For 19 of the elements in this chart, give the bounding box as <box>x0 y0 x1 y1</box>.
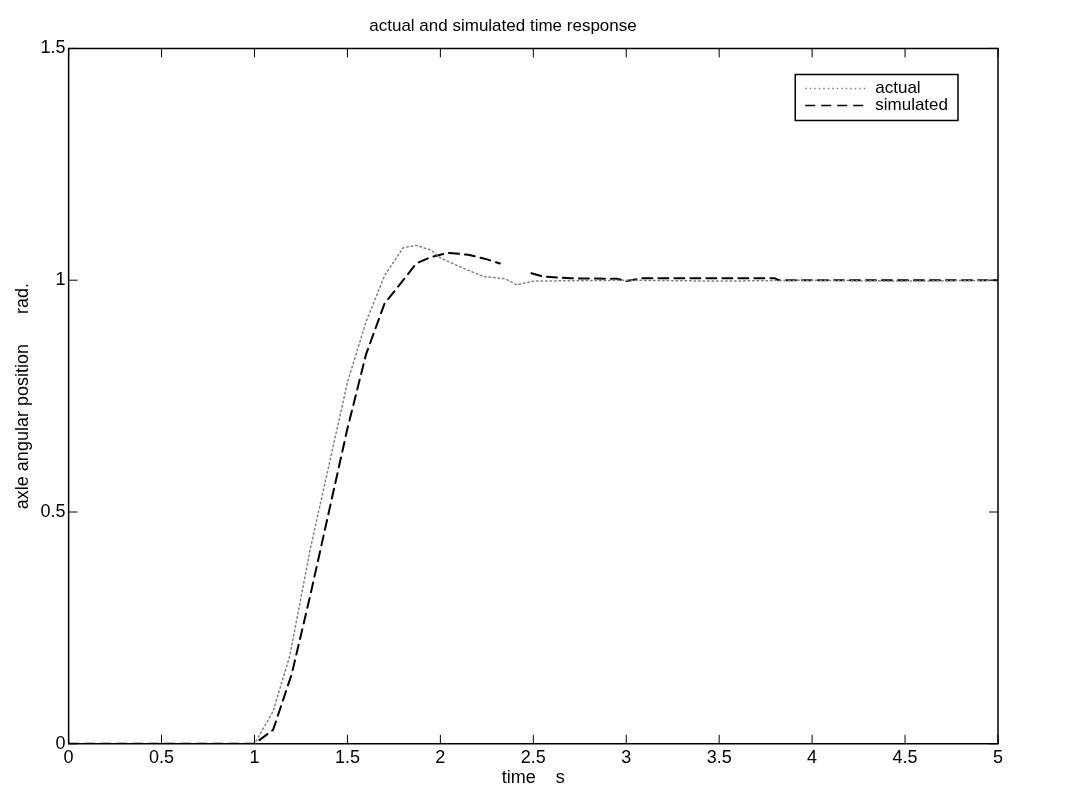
y-tick-label: 0 <box>55 732 66 753</box>
chart-title: actual and simulated time response <box>369 15 637 35</box>
x-tick-label: 2 <box>435 746 446 767</box>
x-tick-label: 1.5 <box>334 746 360 767</box>
legend-label: simulated <box>875 95 949 115</box>
y-tick-label: 1 <box>55 269 66 290</box>
x-tick-label: 1 <box>249 746 260 767</box>
x-tick-label: 0.5 <box>149 746 175 767</box>
y-axis-title: axle angular position rad. <box>11 283 32 510</box>
x-tick-label: 2.5 <box>520 746 546 767</box>
x-tick-label: 3 <box>621 746 632 767</box>
y-tick-label: 1.5 <box>40 37 66 58</box>
x-axis-title: time s <box>501 767 565 788</box>
x-tick-label: 4 <box>807 746 818 767</box>
legend-label: actual <box>875 78 921 98</box>
y-tick-label: 0.5 <box>40 500 66 521</box>
x-tick-label: 4.5 <box>892 746 918 767</box>
x-tick-label: 5 <box>992 746 1004 767</box>
x-tick-label: 3.5 <box>706 746 732 767</box>
